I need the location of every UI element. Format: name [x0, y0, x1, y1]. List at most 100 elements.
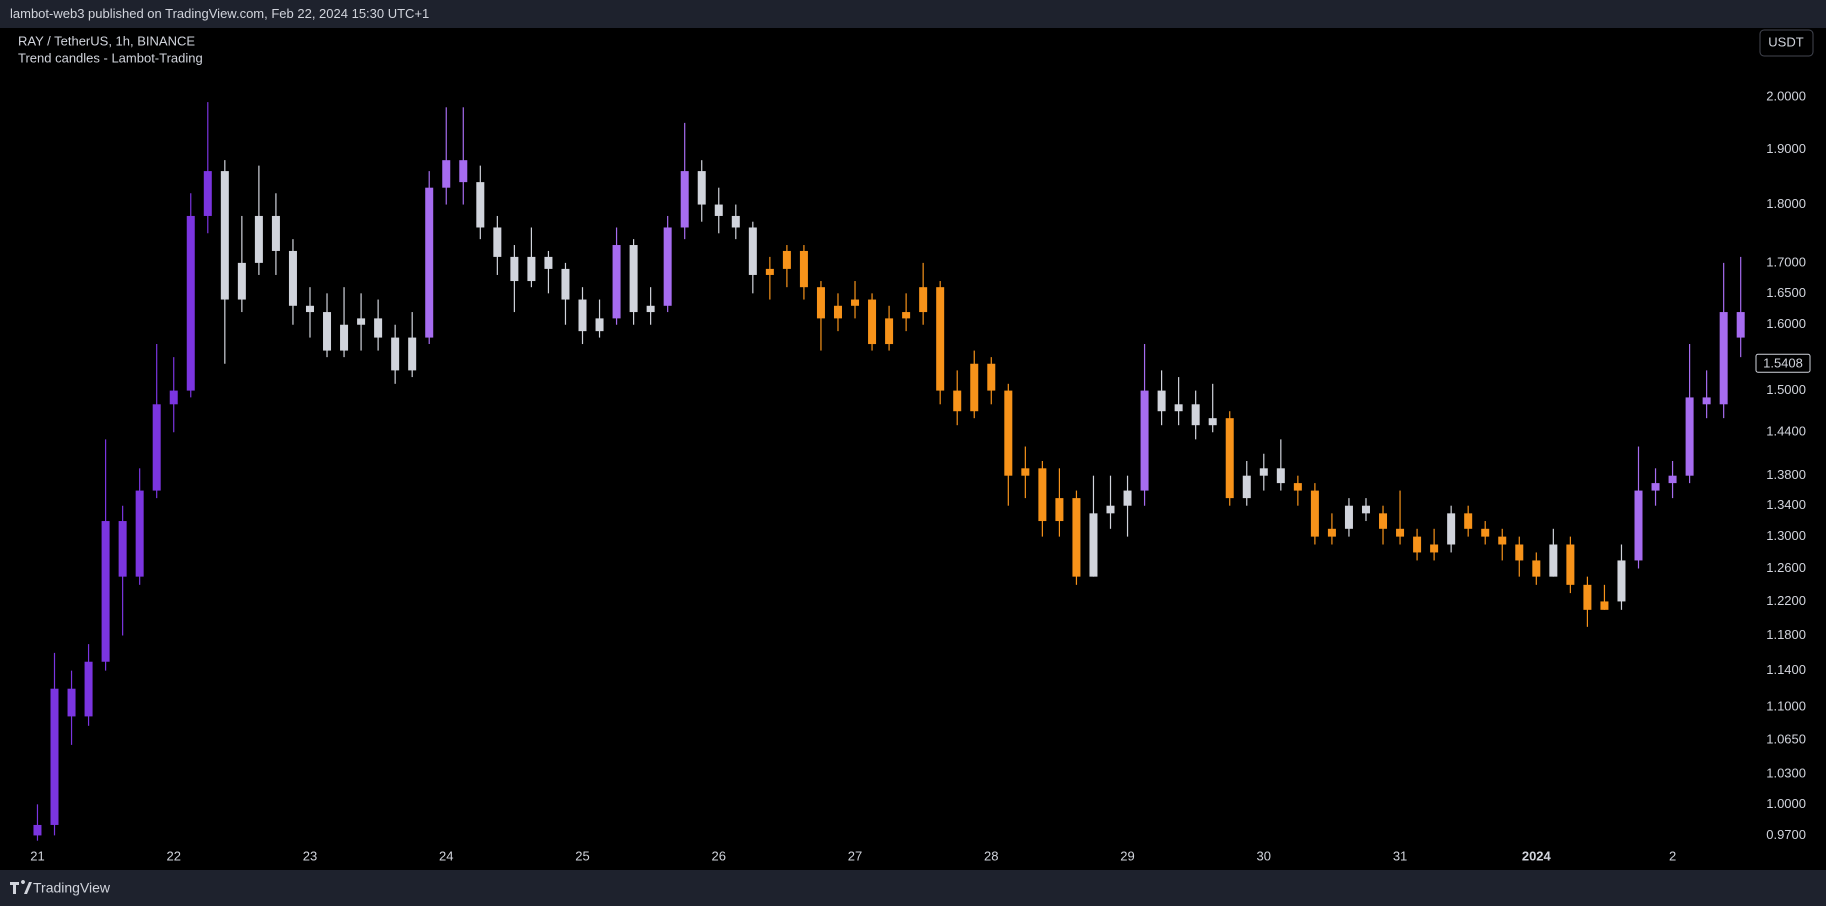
- candle-body: [1566, 544, 1575, 585]
- x-tick-label: 28: [984, 848, 998, 863]
- candle-body: [646, 305, 655, 313]
- candle-body: [953, 390, 962, 412]
- candle-body: [1021, 468, 1030, 476]
- candle-body: [118, 521, 127, 577]
- x-tick-label: 22: [166, 848, 180, 863]
- candle-body: [442, 160, 451, 188]
- last-price-box: [1755, 353, 1811, 373]
- candle-body: [970, 363, 979, 412]
- candle-body: [220, 171, 229, 300]
- publish-bar: lambot-web3 published on TradingView.com…: [0, 0, 1826, 28]
- candle-body: [714, 204, 723, 216]
- candle-body: [391, 337, 400, 371]
- candle-body: [1089, 513, 1098, 577]
- brand-logo: TradingView: [10, 880, 111, 896]
- candle-body: [1668, 475, 1677, 484]
- candle-body: [544, 256, 553, 269]
- candle-body: [152, 404, 161, 491]
- candle-body: [1702, 397, 1711, 405]
- x-tick-label: 26: [712, 848, 726, 863]
- candle-body: [271, 215, 280, 251]
- candle-body: [680, 171, 689, 228]
- candle-body: [340, 324, 349, 351]
- y-tick-label: 1.1000: [1766, 699, 1806, 714]
- candle-body: [1157, 390, 1166, 412]
- y-tick-label: 1.5000: [1766, 382, 1806, 397]
- x-tick-label: 25: [575, 848, 589, 863]
- candle-body: [1242, 475, 1251, 499]
- chart-title: RAY / TetherUS, 1h, BINANCE: [18, 33, 195, 48]
- y-tick-label: 1.2600: [1766, 560, 1806, 575]
- candle-body: [1225, 418, 1234, 499]
- candle-body: [33, 824, 42, 836]
- candle-body: [1583, 584, 1592, 610]
- y-tick-label: 1.1800: [1766, 627, 1806, 642]
- candle-body: [1719, 312, 1728, 405]
- candle-body: [1004, 390, 1013, 476]
- candle-body: [1344, 505, 1353, 529]
- candle-body: [902, 312, 911, 319]
- candle-body: [1617, 560, 1626, 602]
- candle-body: [305, 305, 314, 313]
- candle-body: [1515, 544, 1524, 561]
- candle-body: [1498, 536, 1507, 545]
- x-tick-label: 27: [848, 848, 862, 863]
- x-tick-label: 31: [1393, 848, 1407, 863]
- y-tick-label: 1.3400: [1766, 497, 1806, 512]
- candle-body: [186, 215, 195, 391]
- y-tick-label: 2.0000: [1766, 88, 1806, 103]
- candle-body: [1379, 513, 1388, 529]
- candle-body: [612, 245, 621, 319]
- candle-body: [135, 490, 144, 577]
- x-tick-label: 2: [1669, 848, 1676, 863]
- candle-body: [1464, 513, 1473, 529]
- candle-body: [459, 160, 468, 183]
- candle-body: [1447, 513, 1456, 545]
- candle-body: [323, 312, 332, 351]
- y-tick-label: 1.9000: [1766, 141, 1806, 156]
- candle-body: [1140, 390, 1149, 491]
- x-tick-label: 2024: [1522, 848, 1552, 863]
- y-tick-label: 1.0650: [1766, 732, 1806, 747]
- last-price-label: 1.5408: [1763, 356, 1803, 371]
- candle-body: [84, 661, 93, 717]
- chart-subtitle: Trend candles - Lambot-Trading: [18, 50, 203, 65]
- y-tick-label: 1.0300: [1766, 766, 1806, 781]
- candle-body: [237, 262, 246, 300]
- candle-body: [1651, 483, 1660, 491]
- candle-body: [1361, 505, 1370, 514]
- candle-body: [1481, 528, 1490, 537]
- candle-body: [101, 521, 110, 662]
- candle-body: [919, 287, 928, 313]
- candle-body: [697, 171, 706, 205]
- y-tick-label: 1.8000: [1766, 196, 1806, 211]
- x-tick-label: 21: [30, 848, 44, 863]
- currency-label: USDT: [1768, 34, 1803, 49]
- candle-body: [50, 688, 59, 825]
- candle-body: [1532, 560, 1541, 577]
- candle-body: [782, 250, 791, 269]
- candle-body: [357, 318, 366, 325]
- candle-body: [408, 337, 417, 371]
- x-tick-label: 23: [303, 848, 317, 863]
- footer-bar: TradingView: [0, 870, 1826, 906]
- currency-button[interactable]: [1759, 29, 1814, 57]
- candle-body: [1549, 544, 1558, 577]
- candle-body: [851, 299, 860, 306]
- candle-body: [1055, 498, 1064, 522]
- candle-body: [731, 215, 740, 228]
- y-tick-label: 1.4400: [1766, 424, 1806, 439]
- candle-body: [1293, 483, 1302, 491]
- candle-body: [748, 227, 757, 275]
- y-tick-label: 1.0000: [1766, 796, 1806, 811]
- candle-body: [1430, 544, 1439, 553]
- publish-text: lambot-web3 published on TradingView.com…: [10, 6, 430, 21]
- candle-body: [629, 245, 638, 313]
- logo-mark: [10, 880, 32, 894]
- candle-body: [885, 318, 894, 345]
- x-tick-label: 24: [439, 848, 453, 863]
- candle-body: [1310, 490, 1319, 537]
- candle-body: [936, 287, 945, 391]
- candle-body: [1191, 404, 1200, 426]
